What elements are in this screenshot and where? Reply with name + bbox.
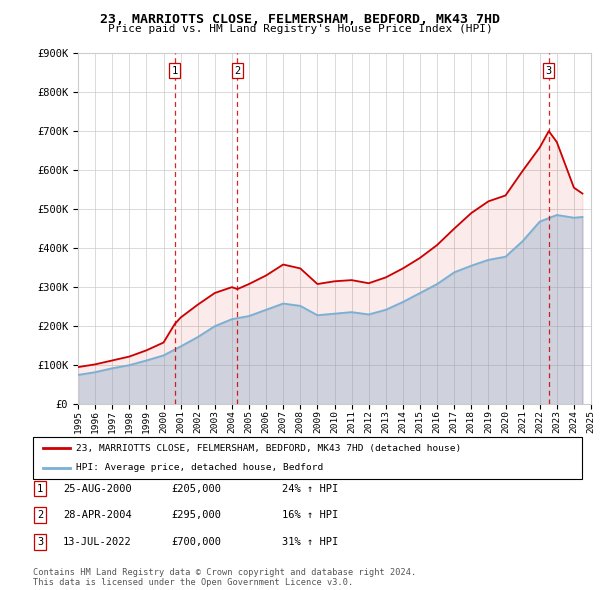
Text: 1: 1 xyxy=(37,484,43,493)
Text: 25-AUG-2000: 25-AUG-2000 xyxy=(63,484,132,493)
Text: £205,000: £205,000 xyxy=(171,484,221,493)
Text: 28-APR-2004: 28-APR-2004 xyxy=(63,510,132,520)
Text: 31% ↑ HPI: 31% ↑ HPI xyxy=(282,537,338,546)
Text: £700,000: £700,000 xyxy=(171,537,221,546)
Text: 3: 3 xyxy=(545,65,552,76)
Text: £295,000: £295,000 xyxy=(171,510,221,520)
FancyBboxPatch shape xyxy=(33,437,582,479)
Text: Price paid vs. HM Land Registry's House Price Index (HPI): Price paid vs. HM Land Registry's House … xyxy=(107,24,493,34)
Text: 2: 2 xyxy=(37,510,43,520)
Text: HPI: Average price, detached house, Bedford: HPI: Average price, detached house, Bedf… xyxy=(76,463,323,472)
Text: 24% ↑ HPI: 24% ↑ HPI xyxy=(282,484,338,493)
Text: 23, MARRIOTTS CLOSE, FELMERSHAM, BEDFORD, MK43 7HD: 23, MARRIOTTS CLOSE, FELMERSHAM, BEDFORD… xyxy=(100,13,500,26)
Text: 16% ↑ HPI: 16% ↑ HPI xyxy=(282,510,338,520)
Text: 23, MARRIOTTS CLOSE, FELMERSHAM, BEDFORD, MK43 7HD (detached house): 23, MARRIOTTS CLOSE, FELMERSHAM, BEDFORD… xyxy=(76,444,461,453)
Text: 13-JUL-2022: 13-JUL-2022 xyxy=(63,537,132,546)
Text: 2: 2 xyxy=(234,65,241,76)
Text: 3: 3 xyxy=(37,537,43,546)
Text: 1: 1 xyxy=(172,65,178,76)
Text: Contains HM Land Registry data © Crown copyright and database right 2024.
This d: Contains HM Land Registry data © Crown c… xyxy=(33,568,416,587)
